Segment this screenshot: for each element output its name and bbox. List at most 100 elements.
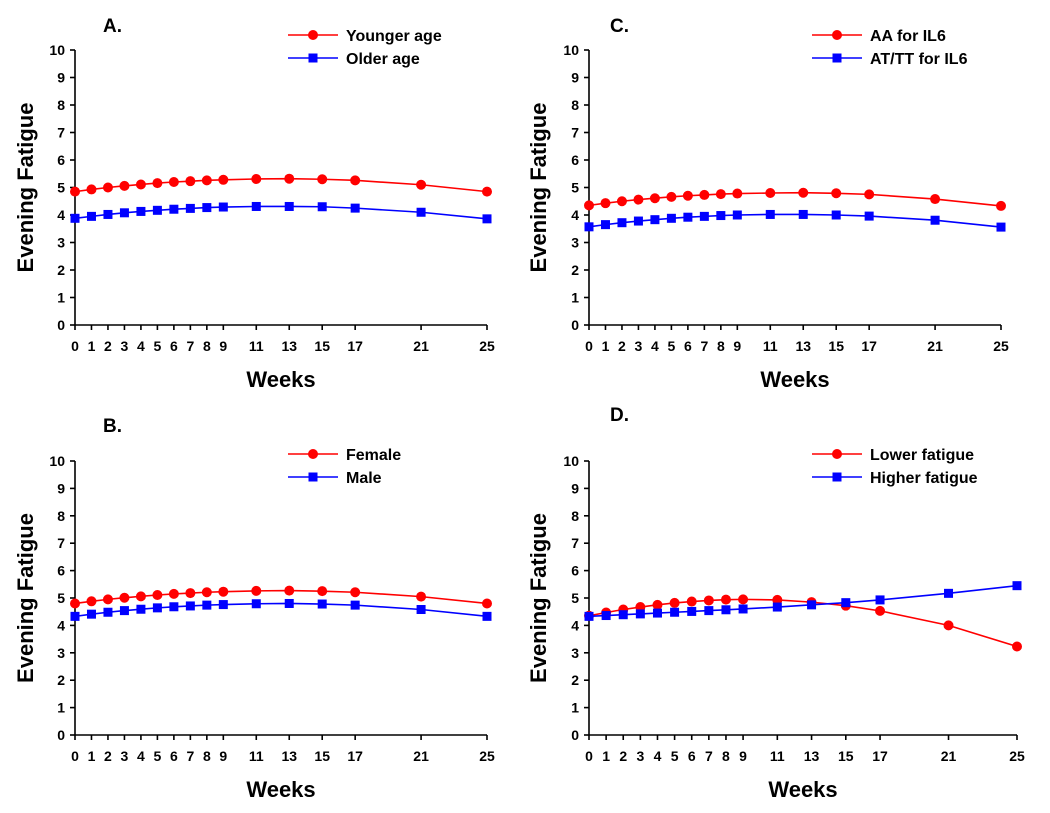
y-tick-label: 3 <box>571 235 579 251</box>
x-tick-label: 21 <box>927 338 943 354</box>
panel-label: A. <box>103 16 122 37</box>
x-tick-label: 13 <box>281 748 297 764</box>
data-point <box>584 222 594 232</box>
data-point <box>875 595 885 605</box>
data-point <box>584 611 594 621</box>
y-tick-label: 10 <box>49 42 65 58</box>
x-tick-label: 17 <box>347 338 363 354</box>
data-point <box>600 198 611 209</box>
y-tick-label: 8 <box>57 97 65 113</box>
y-tick-label: 4 <box>57 207 65 223</box>
data-point <box>102 182 113 193</box>
data-point <box>633 216 643 226</box>
x-tick-label: 1 <box>88 338 96 354</box>
x-tick-label: 15 <box>828 338 844 354</box>
x-tick-label: 21 <box>413 748 429 764</box>
data-point <box>251 599 261 609</box>
x-tick-label: 5 <box>154 338 162 354</box>
x-tick-label: 5 <box>671 748 679 764</box>
x-tick-label: 0 <box>585 338 593 354</box>
data-point <box>703 595 714 606</box>
y-tick-label: 2 <box>57 672 65 688</box>
x-tick-label: 1 <box>88 748 96 764</box>
data-point <box>732 188 743 199</box>
data-point <box>944 588 954 598</box>
data-point <box>635 609 645 619</box>
data-point <box>135 179 146 190</box>
data-point <box>317 174 328 185</box>
x-tick-label: 5 <box>154 748 162 764</box>
x-tick-label: 13 <box>804 748 820 764</box>
legend-marker-square <box>832 53 842 63</box>
legend-marker-circle <box>832 30 842 40</box>
x-tick-label: 5 <box>668 338 676 354</box>
data-point <box>152 178 163 189</box>
y-tick-label: 3 <box>57 235 65 251</box>
x-tick-label: 1 <box>602 748 610 764</box>
x-tick-label: 4 <box>651 338 659 354</box>
data-point <box>70 213 80 223</box>
x-tick-label: 1 <box>602 338 610 354</box>
data-point <box>86 211 96 221</box>
y-tick-label: 1 <box>57 700 65 716</box>
y-tick-label: 6 <box>57 152 65 168</box>
x-tick-label: 2 <box>619 748 627 764</box>
y-tick-label: 7 <box>571 125 579 141</box>
data-point <box>699 189 710 200</box>
data-point <box>136 206 146 216</box>
x-tick-label: 11 <box>763 338 778 354</box>
data-point <box>1012 641 1022 652</box>
data-point <box>686 596 697 607</box>
data-point <box>350 600 360 610</box>
x-tick-label: 4 <box>137 338 145 354</box>
legend-marker-square <box>832 472 842 482</box>
x-tick-label: 7 <box>186 748 194 764</box>
data-point <box>864 211 874 221</box>
data-point <box>996 222 1006 232</box>
x-tick-label: 9 <box>739 748 747 764</box>
data-point <box>218 600 228 610</box>
data-point <box>772 594 783 605</box>
x-tick-label: 6 <box>684 338 692 354</box>
x-tick-label: 17 <box>347 748 363 764</box>
data-point <box>169 204 179 214</box>
data-point <box>218 586 229 597</box>
data-point <box>633 194 644 205</box>
data-point <box>135 591 146 602</box>
panel-label: C. <box>610 16 629 37</box>
data-point <box>86 609 96 619</box>
data-point <box>670 607 680 617</box>
data-point <box>103 607 113 617</box>
x-tick-label: 0 <box>585 748 593 764</box>
y-tick-label: 10 <box>563 42 579 58</box>
legend-label: AT/TT for IL6 <box>870 51 968 68</box>
legend-entry: AT/TT for IL6 <box>812 51 968 68</box>
data-point <box>682 190 693 201</box>
data-point <box>169 602 179 612</box>
legend-entry: Male <box>288 470 382 487</box>
x-tick-label: 25 <box>479 748 495 764</box>
data-point <box>687 606 697 616</box>
series-line-higher-fatigue <box>588 584 1018 618</box>
data-point <box>86 596 97 607</box>
data-point <box>119 180 130 191</box>
data-point <box>317 202 327 212</box>
data-point <box>70 598 80 609</box>
y-tick-label: 4 <box>571 207 579 223</box>
y-tick-label: 0 <box>571 727 579 743</box>
data-point <box>284 585 295 596</box>
data-point <box>669 597 680 608</box>
series-line-at-tt-for-il6 <box>588 213 1002 228</box>
x-tick-label: 13 <box>281 338 297 354</box>
y-axis-title: Evening Fatigue <box>13 103 38 273</box>
y-tick-label: 0 <box>571 317 579 333</box>
data-point <box>185 588 196 599</box>
legend-entry: Higher fatigue <box>812 470 978 487</box>
y-tick-label: 9 <box>571 480 579 496</box>
legend-entry: Female <box>288 447 401 464</box>
y-axis-title: Evening Fatigue <box>526 103 551 273</box>
legend-label: Higher fatigue <box>870 470 978 487</box>
x-tick-label: 8 <box>203 748 211 764</box>
